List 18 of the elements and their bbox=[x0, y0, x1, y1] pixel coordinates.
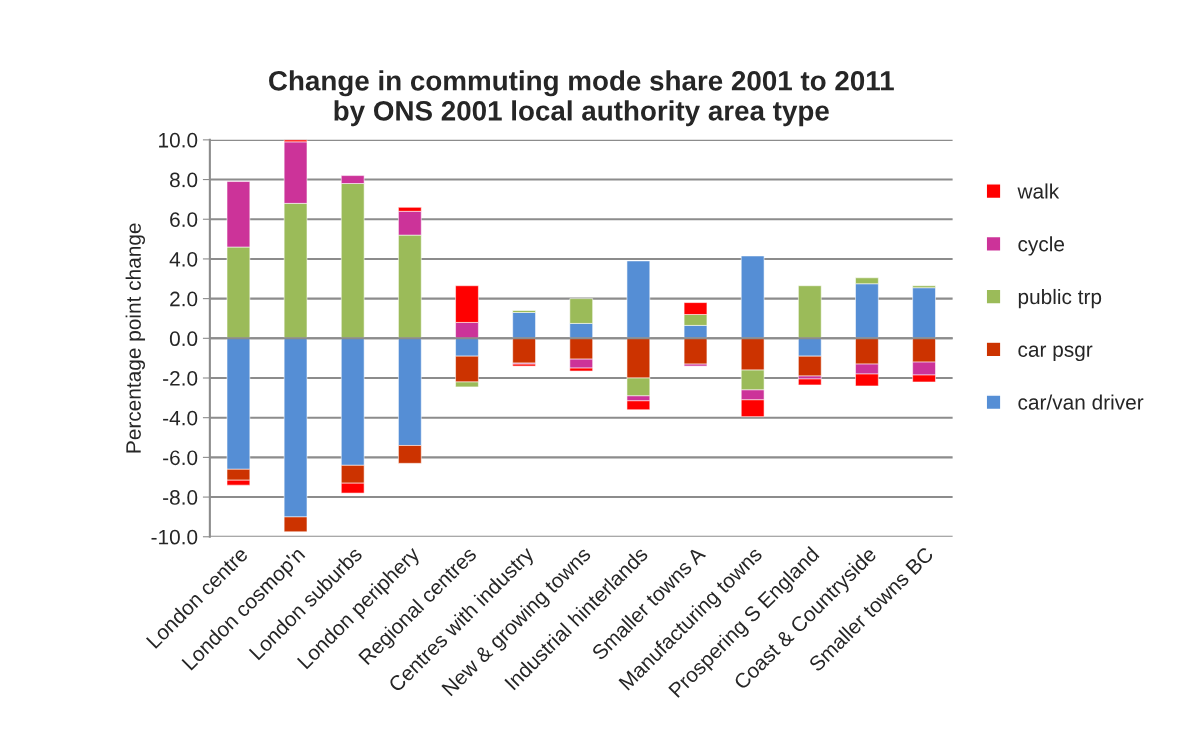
y-tick-label: -2.0 bbox=[163, 371, 198, 386]
y-tick-label: 8.0 bbox=[170, 172, 198, 188]
y-tick-label: 2.0 bbox=[170, 291, 198, 307]
legend-label: walk bbox=[1017, 183, 1060, 199]
y-tick-label: 0.0 bbox=[169, 331, 198, 347]
y-tick-label: 10.0 bbox=[159, 132, 198, 148]
y-tick-label: -6.0 bbox=[163, 450, 198, 466]
y-tick-label: 6.0 bbox=[170, 212, 198, 227]
y-tick-label: -10.0 bbox=[151, 529, 198, 545]
y-tick-label: -4.0 bbox=[163, 410, 198, 426]
legend-label: car/van driver bbox=[1018, 394, 1144, 410]
y-tick-label: 4.0 bbox=[169, 251, 198, 267]
y-axis-title: Percentage point change bbox=[125, 223, 146, 453]
legend-label: car psgr bbox=[1018, 345, 1093, 362]
legend-label: public trp bbox=[1018, 288, 1102, 309]
chart-title: Change in commuting mode share 2001 to 2011 by ONS 2001 local authority area type bbox=[269, 70, 894, 127]
legend-label: cycle bbox=[1018, 236, 1065, 256]
y-tick-label: -8.0 bbox=[163, 490, 198, 505]
